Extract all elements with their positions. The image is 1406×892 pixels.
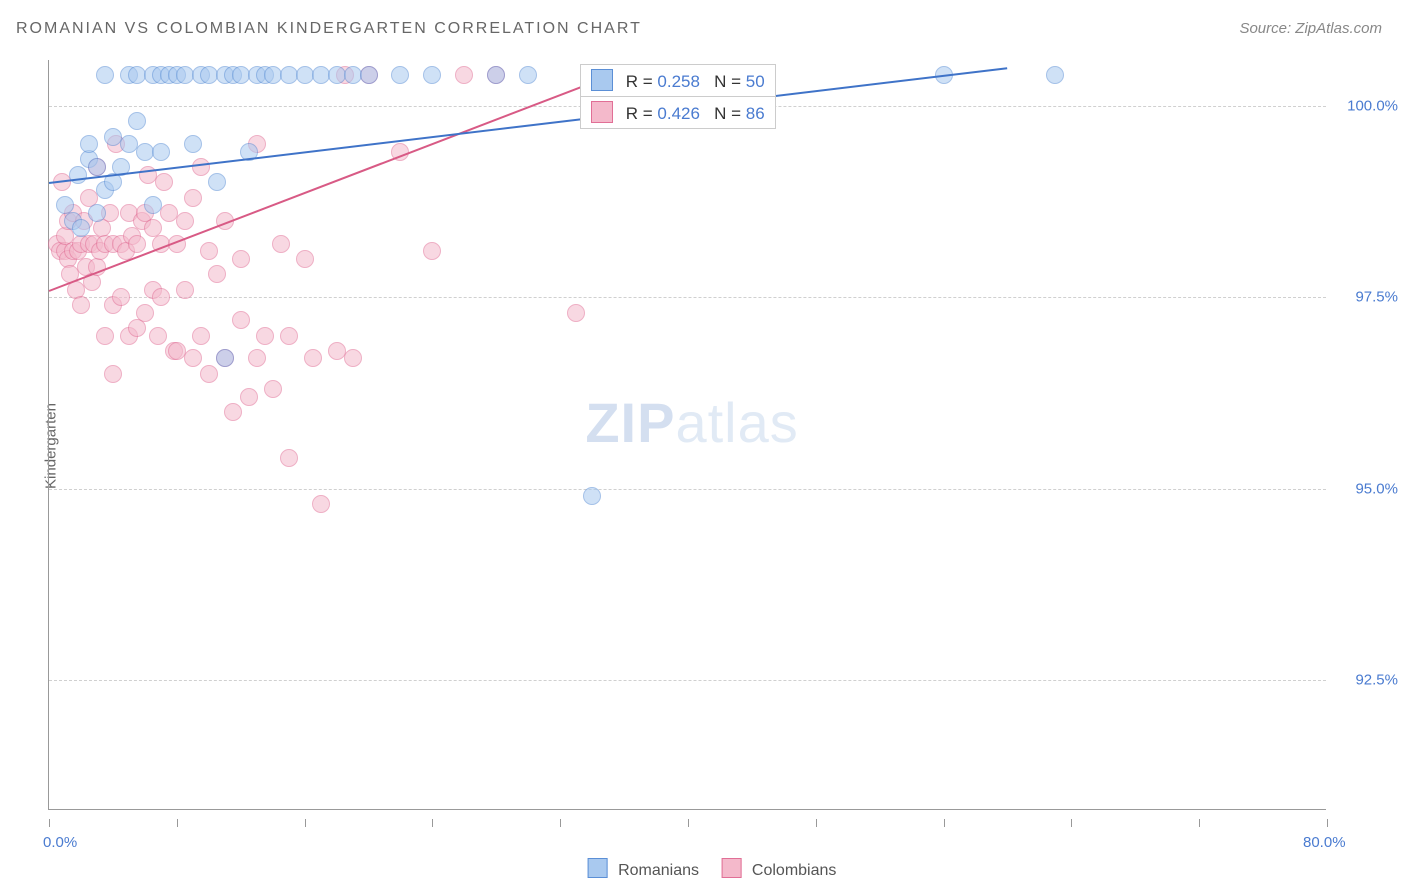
legend-label-colombians: Colombians [752, 862, 836, 879]
chart-title: ROMANIAN VS COLOMBIAN KINDERGARTEN CORRE… [16, 20, 642, 38]
n-value-colombians: 86 [746, 104, 765, 123]
data-point-colombians [567, 304, 585, 322]
source-credit: Source: ZipAtlas.com [1239, 20, 1382, 37]
data-point-colombians [72, 296, 90, 314]
data-point-colombians [455, 66, 473, 84]
data-point-romanians [128, 112, 146, 130]
data-point-colombians [232, 250, 250, 268]
data-point-colombians [423, 242, 441, 260]
data-point-colombians [344, 349, 362, 367]
data-point-colombians [280, 449, 298, 467]
data-point-colombians [272, 235, 290, 253]
data-point-romanians [80, 135, 98, 153]
legend-swatch-colombians [591, 101, 613, 123]
chart-container: ROMANIAN VS COLOMBIAN KINDERGARTEN CORRE… [0, 0, 1406, 892]
data-point-colombians [248, 349, 266, 367]
x-tick [432, 819, 433, 827]
data-point-colombians [128, 319, 146, 337]
gridline [49, 489, 1326, 490]
n-value-romanians: 50 [746, 72, 765, 91]
r-value-colombians: 0.426 [657, 104, 700, 123]
legend-stats-colombians: R = 0.426 N = 86 [580, 96, 776, 129]
legend-label-romanians: Romanians [618, 862, 699, 879]
watermark: ZIPatlas [585, 390, 798, 455]
legend-swatch-icon [588, 858, 608, 878]
data-point-romanians [88, 158, 106, 176]
data-point-romanians [96, 66, 114, 84]
data-point-romanians [208, 173, 226, 191]
data-point-colombians [312, 495, 330, 513]
x-tick [305, 819, 306, 827]
data-point-romanians [144, 196, 162, 214]
x-tick [1199, 819, 1200, 827]
data-point-colombians [192, 158, 210, 176]
x-tick [944, 819, 945, 827]
data-point-romanians [391, 66, 409, 84]
data-point-colombians [280, 327, 298, 345]
n-prefix: N = [714, 104, 746, 123]
x-tick [688, 819, 689, 827]
y-tick-label: 92.5% [1355, 671, 1398, 688]
plot-area: ZIPatlas 92.5%95.0%97.5%100.0%0.0%80.0% [48, 60, 1326, 810]
data-point-colombians [224, 403, 242, 421]
data-point-romanians [88, 204, 106, 222]
data-point-colombians [240, 388, 258, 406]
data-point-colombians [256, 327, 274, 345]
x-tick [1327, 819, 1328, 827]
y-tick-label: 97.5% [1355, 289, 1398, 306]
y-tick-label: 100.0% [1347, 97, 1398, 114]
data-point-colombians [200, 365, 218, 383]
data-point-colombians [296, 250, 314, 268]
data-point-romanians [152, 143, 170, 161]
x-tick [816, 819, 817, 827]
data-point-colombians [200, 242, 218, 260]
data-point-romanians [423, 66, 441, 84]
data-point-colombians [136, 304, 154, 322]
data-point-colombians [264, 380, 282, 398]
watermark-light: atlas [675, 391, 798, 454]
x-tick-label: 80.0% [1303, 834, 1346, 851]
data-point-romanians [487, 66, 505, 84]
data-point-colombians [155, 173, 173, 191]
data-point-colombians [112, 288, 130, 306]
data-point-romanians [583, 487, 601, 505]
data-point-colombians [304, 349, 322, 367]
data-point-colombians [184, 189, 202, 207]
data-point-colombians [208, 265, 226, 283]
x-tick [177, 819, 178, 827]
data-point-colombians [104, 365, 122, 383]
r-prefix: R = [626, 104, 658, 123]
watermark-bold: ZIP [585, 391, 675, 454]
r-prefix: R = [626, 72, 658, 91]
x-tick-label: 0.0% [43, 834, 77, 851]
data-point-romanians [216, 349, 234, 367]
x-tick [1071, 819, 1072, 827]
legend-swatch-icon [721, 858, 741, 878]
legend-swatch-romanians [591, 69, 613, 91]
data-point-colombians [232, 311, 250, 329]
data-point-romanians [184, 135, 202, 153]
data-point-colombians [152, 288, 170, 306]
data-point-colombians [176, 212, 194, 230]
data-point-colombians [128, 235, 146, 253]
legend-stats-romanians: R = 0.258 N = 50 [580, 64, 776, 97]
n-prefix: N = [714, 72, 746, 91]
data-point-colombians [184, 349, 202, 367]
legend-bottom: Romanians Colombians [570, 858, 837, 880]
data-point-romanians [1046, 66, 1064, 84]
data-point-romanians [519, 66, 537, 84]
data-point-romanians [360, 66, 378, 84]
gridline [49, 680, 1326, 681]
data-point-romanians [72, 219, 90, 237]
y-tick-label: 95.0% [1355, 480, 1398, 497]
r-value-romanians: 0.258 [657, 72, 700, 91]
x-tick [49, 819, 50, 827]
data-point-colombians [96, 327, 114, 345]
data-point-colombians [149, 327, 167, 345]
x-tick [560, 819, 561, 827]
data-point-colombians [176, 281, 194, 299]
data-point-colombians [192, 327, 210, 345]
trend-line-colombians [49, 75, 609, 291]
gridline [49, 297, 1326, 298]
